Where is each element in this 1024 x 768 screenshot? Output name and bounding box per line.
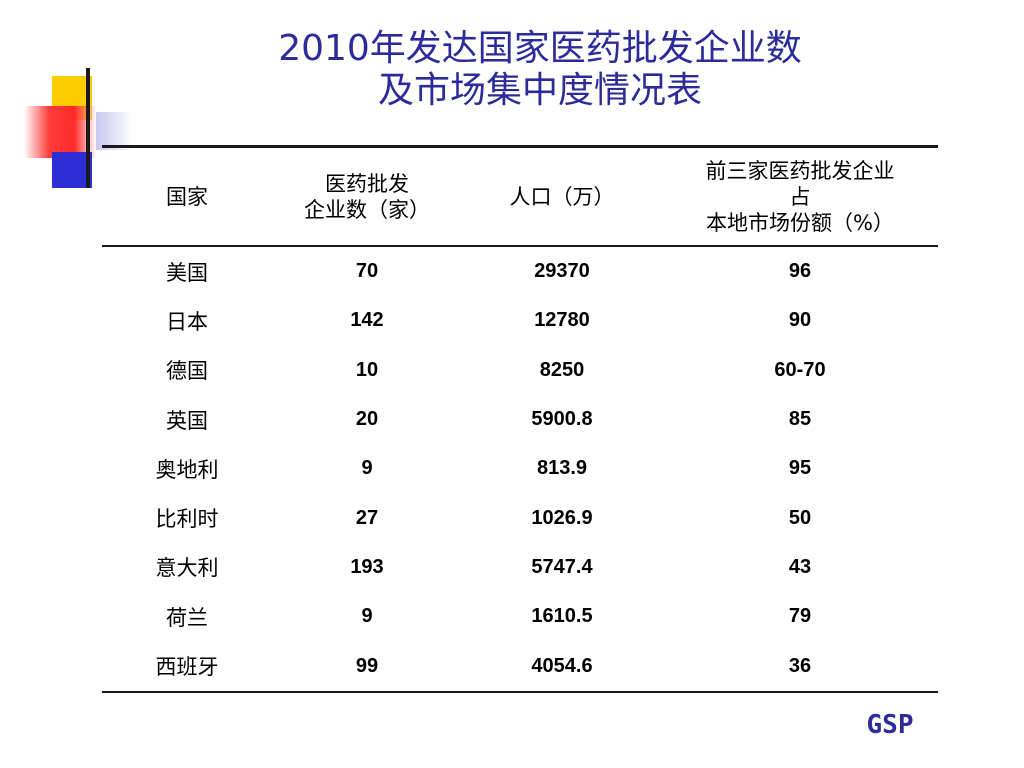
decor-blue-square	[52, 152, 92, 188]
cell-population: 8250	[539, 358, 585, 381]
header-market-share-line-3: 本地市场份额（%）	[706, 210, 894, 235]
header-enterprises-line-2: 企业数（家）	[304, 197, 430, 222]
cell-country: 美国	[166, 260, 208, 285]
cell-population: 29370	[534, 260, 590, 283]
cell-enterprises: 99	[272, 641, 462, 693]
cell-market-share: 85	[788, 408, 812, 431]
cell-market-share: 50	[788, 506, 812, 529]
table-row: 日本 142 12780 90	[102, 296, 938, 345]
decor-red-bar	[24, 106, 96, 158]
cell-enterprises: 70	[355, 260, 379, 283]
cell-population: 5900.8	[531, 408, 593, 431]
cell-population: 5747.4	[531, 555, 593, 578]
table-row: 荷兰 9 1610.5 79	[102, 592, 938, 641]
table-header-row: 国家 医药批发 企业数（家） 人口（万） 前三家医药批发企业 占 本地市场份额（…	[102, 148, 938, 247]
header-enterprises-line-1: 医药批发	[325, 171, 409, 196]
wholesale-table: 国家 医药批发 企业数（家） 人口（万） 前三家医药批发企业 占 本地市场份额（…	[102, 148, 938, 693]
table-row: 美国 70 29370 96	[102, 246, 938, 296]
cell-enterprises: 9	[361, 605, 373, 628]
cell-market-share: 95	[788, 457, 812, 480]
cell-market-share: 36	[662, 641, 938, 693]
cell-population: 1610.5	[531, 605, 593, 628]
table-row: 英国 20 5900.8 85	[102, 395, 938, 444]
slide-title-line-1: 2010年发达国家医药批发企业数	[278, 28, 802, 69]
cell-enterprises: 20	[355, 408, 379, 431]
header-market-share: 前三家医药批发企业 占 本地市场份额（%）	[662, 148, 938, 247]
header-market-share-line-2: 占	[789, 184, 811, 209]
cell-population: 4054.6	[462, 641, 662, 693]
table-row: 比利时 27 1026.9 50	[102, 493, 938, 542]
header-population: 人口（万）	[462, 148, 662, 247]
cell-enterprises: 142	[350, 309, 384, 332]
cell-country: 德国	[166, 359, 208, 384]
cell-country: 意大利	[155, 556, 219, 581]
cell-market-share: 90	[788, 309, 812, 332]
cell-market-share: 96	[788, 260, 812, 283]
cell-country: 西班牙	[102, 641, 272, 693]
cell-enterprises: 10	[355, 358, 379, 381]
table-row: 奥地利 9 813.9 95	[102, 444, 938, 493]
header-country: 国家	[102, 148, 272, 247]
table-row: 德国 10 8250 60-70	[102, 346, 938, 395]
cell-enterprises: 27	[355, 506, 379, 529]
cell-country: 日本	[166, 309, 208, 334]
title-divider-line	[102, 145, 938, 148]
header-market-share-line-1: 前三家医药批发企业	[705, 158, 895, 183]
cell-population: 12780	[534, 309, 590, 332]
header-population-text: 人口（万）	[509, 184, 615, 209]
cell-enterprises: 9	[361, 457, 373, 480]
cell-population: 813.9	[536, 457, 588, 480]
table-row: 意大利 193 5747.4 43	[102, 543, 938, 592]
slide-title: 2010年发达国家医药批发企业数 及市场集中度情况表	[160, 28, 920, 112]
table-row: 西班牙 99 4054.6 36	[102, 641, 938, 693]
cell-enterprises: 193	[350, 555, 384, 578]
cell-market-share: 43	[788, 555, 812, 578]
decor-lavender-square	[96, 112, 130, 150]
decor-vertical-line	[86, 68, 90, 188]
header-country-text: 国家	[166, 184, 208, 209]
cell-market-share: 60-70	[774, 358, 826, 381]
header-enterprises: 医药批发 企业数（家）	[272, 148, 462, 247]
cell-country: 比利时	[155, 507, 219, 532]
cell-country: 奥地利	[155, 457, 219, 482]
slide-title-line-2: 及市场集中度情况表	[377, 70, 702, 111]
footer-gsp-label: GSP	[866, 710, 914, 740]
cell-market-share: 79	[788, 605, 812, 628]
cell-country: 英国	[166, 408, 208, 433]
cell-population: 1026.9	[531, 506, 593, 529]
cell-country: 荷兰	[166, 605, 208, 630]
